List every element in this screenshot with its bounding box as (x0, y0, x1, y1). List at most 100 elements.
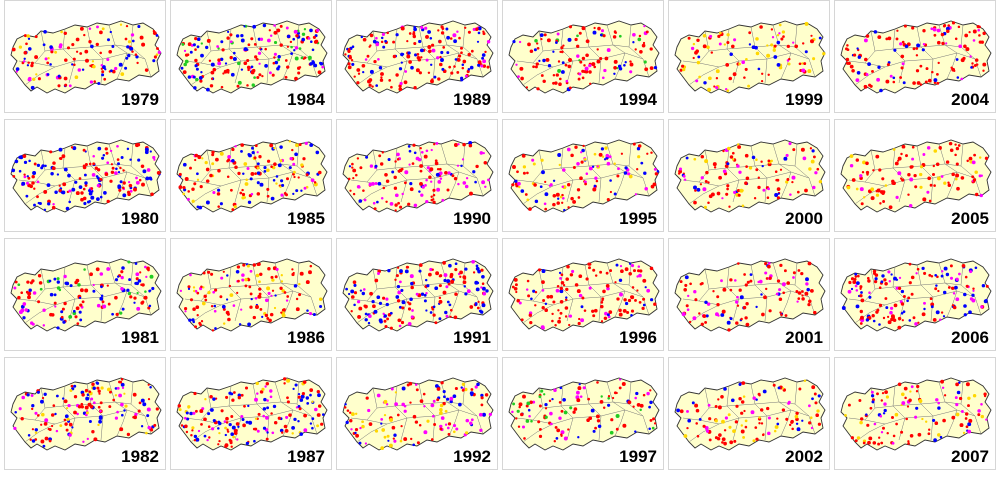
event-marker (540, 37, 543, 41)
event-marker (118, 188, 122, 192)
event-marker (934, 421, 939, 425)
event-marker (417, 58, 422, 62)
province-border (614, 52, 626, 80)
event-marker (940, 175, 944, 178)
event-marker (389, 202, 394, 206)
event-marker (628, 272, 632, 276)
event-marker (679, 409, 684, 414)
event-marker (66, 46, 71, 50)
event-marker (137, 24, 141, 29)
event-marker (48, 428, 52, 431)
event-marker (588, 63, 592, 68)
event-marker (871, 400, 875, 404)
event-marker (901, 392, 905, 397)
event-marker (237, 279, 240, 283)
event-marker (632, 142, 636, 146)
event-marker (376, 200, 379, 204)
event-marker (423, 430, 428, 435)
event-marker (270, 412, 273, 415)
event-marker (231, 208, 235, 212)
event-marker (21, 181, 26, 186)
event-marker (363, 288, 366, 291)
event-marker (59, 43, 63, 47)
event-marker (196, 205, 200, 209)
event-marker (294, 76, 298, 81)
province-border (854, 66, 886, 86)
event-marker (844, 414, 847, 417)
event-marker (404, 269, 409, 274)
event-marker (432, 200, 436, 204)
event-marker (900, 54, 905, 59)
event-marker (565, 287, 569, 292)
event-marker (60, 30, 63, 34)
event-marker (777, 386, 781, 390)
event-marker (297, 392, 301, 396)
event-marker (596, 381, 599, 384)
event-marker (256, 429, 260, 433)
event-marker (606, 161, 611, 166)
event-marker (54, 305, 57, 308)
event-marker (588, 70, 592, 74)
event-marker (955, 162, 959, 166)
event-marker (521, 154, 526, 158)
event-marker (409, 297, 413, 301)
event-marker (895, 422, 898, 426)
event-marker (696, 38, 700, 43)
event-marker (801, 68, 806, 73)
event-marker (715, 86, 719, 90)
event-marker (544, 207, 548, 211)
event-marker (27, 295, 31, 300)
event-marker (882, 316, 886, 320)
province-border (960, 381, 982, 435)
event-marker (216, 192, 221, 196)
event-marker (595, 179, 599, 183)
event-marker (856, 47, 859, 50)
event-marker (236, 84, 240, 88)
event-marker (417, 157, 422, 162)
event-marker (36, 195, 39, 199)
event-marker (596, 48, 599, 51)
event-marker (561, 185, 565, 189)
event-marker (856, 70, 861, 75)
event-marker (792, 276, 795, 279)
country-outline (674, 377, 826, 451)
event-marker (730, 398, 735, 403)
event-marker (517, 181, 521, 186)
event-marker (470, 388, 474, 391)
event-marker (279, 286, 283, 290)
event-marker (862, 160, 866, 165)
event-marker (127, 291, 132, 296)
event-marker (187, 42, 192, 47)
event-marker (397, 290, 402, 295)
event-marker (480, 286, 483, 289)
event-marker (227, 155, 231, 159)
event-marker (256, 166, 260, 170)
event-marker (64, 83, 68, 87)
event-marker (308, 270, 312, 275)
event-marker (377, 58, 380, 61)
event-marker (541, 269, 546, 274)
event-marker (916, 81, 921, 85)
event-marker (279, 145, 283, 149)
province-border (584, 26, 602, 84)
event-marker (940, 379, 944, 384)
province-border (366, 171, 478, 187)
event-marker (237, 171, 241, 176)
event-marker (187, 75, 192, 79)
event-marker (593, 65, 597, 69)
event-marker (378, 154, 382, 158)
event-marker (227, 317, 231, 322)
event-marker (749, 279, 753, 283)
province-border (366, 409, 478, 425)
event-marker (845, 61, 850, 65)
event-marker (576, 398, 581, 403)
event-marker (853, 277, 857, 281)
event-marker (254, 417, 258, 421)
event-marker (235, 34, 240, 38)
event-marker (419, 169, 423, 173)
event-marker (270, 294, 273, 297)
event-marker (717, 398, 720, 401)
event-marker (806, 287, 810, 292)
event-marker (156, 171, 161, 175)
event-marker (256, 151, 259, 154)
